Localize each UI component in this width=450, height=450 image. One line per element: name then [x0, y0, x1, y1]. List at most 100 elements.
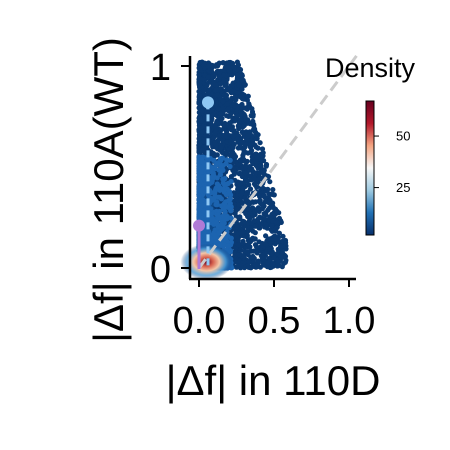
data-point: [243, 170, 249, 176]
data-point: [247, 104, 253, 110]
data-point: [201, 138, 207, 145]
data-point: [209, 166, 215, 172]
data-point: [236, 81, 242, 87]
data-point: [273, 236, 279, 242]
data-point: [278, 219, 284, 225]
data-point: [239, 240, 246, 246]
data-point: [196, 193, 202, 199]
data-point: [246, 167, 252, 173]
data-point: [237, 158, 243, 164]
data-point: [239, 77, 245, 83]
data-point: [209, 113, 215, 119]
data-point: [205, 133, 211, 139]
data-point: [197, 65, 203, 71]
data-point: [261, 193, 267, 199]
data-point: [234, 72, 241, 78]
data-point: [255, 258, 261, 264]
data-point: [266, 199, 272, 205]
data-point: [262, 216, 268, 222]
data-point: [212, 193, 218, 199]
data-point: [219, 222, 225, 228]
data-point: [232, 117, 238, 123]
data-point: [259, 166, 265, 173]
data-point: [218, 111, 224, 117]
data-point: [211, 231, 217, 237]
data-point: [235, 237, 241, 243]
data-point: [197, 116, 203, 122]
data-point: [221, 200, 228, 207]
data-point: [248, 265, 254, 271]
data-point: [201, 61, 207, 67]
data-point: [247, 144, 254, 150]
data-point: [221, 92, 228, 98]
data-point: [215, 106, 221, 112]
data-point: [266, 255, 272, 262]
colorbar-tick-label: 50: [396, 129, 410, 144]
data-point: [244, 206, 250, 212]
data-point: [283, 257, 289, 263]
x-axis-title: |Δf| in 110D: [166, 357, 381, 404]
data-point: [220, 99, 226, 105]
data-point: [253, 144, 259, 150]
data-point: [222, 122, 228, 128]
data-point: [264, 249, 270, 255]
data-point: [197, 206, 203, 212]
data-point: [196, 141, 203, 147]
data-point: [274, 251, 280, 257]
data-point: [267, 246, 274, 252]
data-point: [271, 255, 277, 261]
data-point: [245, 213, 251, 219]
data-point: [231, 168, 237, 174]
data-point: [237, 214, 243, 220]
data-point: [277, 243, 284, 250]
data-point: [263, 241, 269, 247]
data-point: [267, 214, 273, 220]
data-point: [220, 206, 226, 212]
data-point: [197, 93, 203, 99]
data-point: [199, 147, 206, 153]
data-point: [245, 132, 252, 139]
colorbar-ticks: 25 50: [374, 129, 410, 195]
data-point: [199, 108, 206, 114]
data-point: [227, 163, 233, 170]
marker-point-1: [193, 219, 205, 232]
data-point: [242, 105, 248, 111]
data-point: [230, 134, 236, 140]
data-point: [239, 73, 245, 79]
data-point: [217, 185, 224, 191]
data-point: [235, 189, 241, 195]
data-point: [229, 88, 235, 95]
data-point: [253, 262, 259, 268]
data-point: [196, 176, 202, 183]
data-point: [255, 132, 261, 138]
data-point: [254, 184, 260, 190]
data-point: [245, 242, 252, 248]
data-point: [220, 60, 226, 66]
data-point: [263, 163, 269, 169]
y-tick-label: 0: [150, 249, 171, 291]
data-point: [244, 232, 250, 239]
y-tick-label: 1: [150, 47, 171, 89]
data-point: [241, 122, 247, 129]
data-point: [283, 240, 289, 246]
data-point: [239, 129, 245, 135]
data-point: [216, 230, 222, 236]
data-point: [213, 202, 219, 208]
data-point: [245, 220, 251, 226]
data-point: [253, 223, 259, 229]
data-point: [282, 253, 289, 259]
data-point: [244, 249, 250, 255]
data-point: [254, 136, 260, 142]
data-point: [228, 204, 234, 210]
data-point: [212, 131, 218, 137]
data-point: [270, 187, 276, 193]
data-point: [251, 218, 257, 224]
data-point: [212, 122, 218, 128]
data-point: [234, 113, 240, 119]
data-point: [200, 197, 206, 203]
data-point: [259, 146, 266, 152]
data-point: [212, 189, 218, 196]
data-point: [198, 164, 204, 170]
data-point: [219, 226, 225, 232]
data-point: [283, 246, 289, 252]
